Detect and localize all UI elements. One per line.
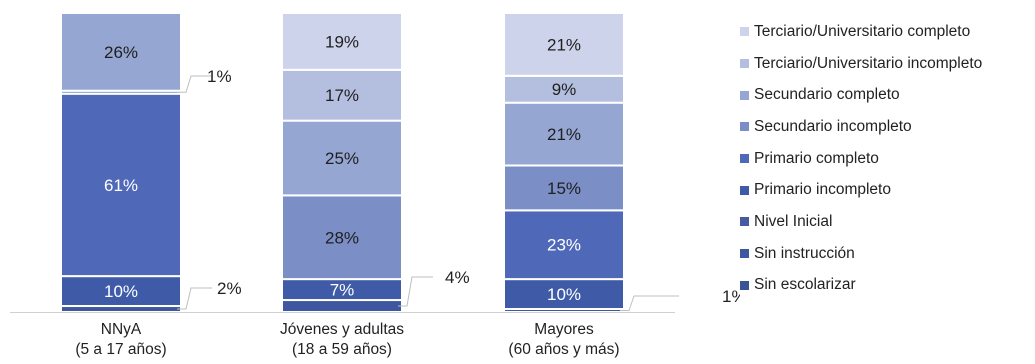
category-label: (60 años y más) [508,341,619,358]
legend-swatch [740,280,749,290]
chart-legend: Terciario/Universitario completo Terciari… [740,16,982,301]
legend-label: Terciario/Universitario incompleto [754,54,983,72]
data-label: 4% [445,268,470,287]
legend-item-secundario-completo: Secundario completo [740,79,982,111]
data-label: 1% [722,287,740,306]
category-label: Mayores [534,321,594,338]
data-label: 19% [325,32,359,51]
legend-item-secundario-incompleto: Secundario incompleto [740,111,982,143]
data-label: 15% [547,179,581,198]
legend-label: Secundario incompleto [754,117,912,135]
callout-leader-line [398,276,433,307]
legend-label: Terciario/Universitario completo [754,22,971,40]
legend-item-terciario-universitario-completo: Terciario/Universitario completo [740,16,982,48]
data-label: 10% [547,285,581,304]
data-label: 61% [104,176,138,195]
legend-swatch [740,122,749,132]
category-label: Jóvenes y adultas [280,321,404,338]
callout-leader-line [620,295,679,312]
legend-label: Primario incompleto [754,181,891,199]
callout-leader-line [177,75,212,93]
legend-swatch [740,59,749,69]
data-label: 21% [547,125,581,144]
bar-segment-secundario-completo [60,12,182,92]
bar-segment-secundario-completo [281,119,403,197]
legend-item-primario-incompleto: Primario incompleto [740,174,982,206]
legend-item-sin-escolarizar: Sin escolarizar [740,270,982,302]
data-label: 1% [207,67,232,86]
legend-swatch [740,27,749,37]
bar-segment-terciario-universitario-completo [281,12,403,71]
legend-item-terciario-universitario-incompleto: Terciario/Universitario incompleto [740,48,982,80]
bar-segment-secundario-incompleto [281,194,403,281]
data-label: 2% [217,279,242,298]
bar-segment-secundario-incompleto [503,164,625,212]
legend-item-nivel-inicial: Nivel Inicial [740,206,982,238]
bar-segment-primario-completo [60,92,182,278]
data-label: 7% [330,281,355,300]
bar-segment-sin-instruccion [281,299,403,314]
category-label: NNyA [101,321,142,338]
data-label: 9% [552,80,577,99]
legend-item-sin-instruccion: Sin instrucción [740,238,982,270]
data-label: 25% [325,149,359,168]
legend-swatch [740,90,749,100]
callout-leader-line [177,287,212,310]
bar-segment-primario-incompleto [503,278,625,311]
bar-segment-terciario-universitario-completo [503,12,625,77]
legend-swatch [740,217,749,227]
bar-segment-terciario-universitario-incompleto [503,74,625,104]
legend-label: Nivel Inicial [754,212,833,230]
legend-swatch [740,185,749,195]
legend-label: Sin escolarizar [754,276,856,294]
legend-swatch [740,249,749,259]
bar-segment-primario-completo [503,209,625,281]
data-label: 10% [104,282,138,301]
category-label: (18 a 59 años) [292,341,392,358]
legend-label: Secundario completo [754,86,900,104]
legend-label: Primario completo [754,149,879,167]
data-label: 23% [547,236,581,255]
legend-item-primario-completo: Primario completo [740,143,982,175]
data-label: 28% [325,228,359,247]
category-label: (5 a 17 años) [75,341,166,358]
data-label: 17% [325,86,359,105]
bar-segment-terciario-universitario-incompleto [281,68,403,122]
data-label: 21% [547,35,581,54]
legend-label: Sin instrucción [754,244,855,262]
data-label: 26% [104,43,138,62]
stacked-bar-chart: 2% 10% 61% 1% 26% NNyA (5 a 17 años) 4% 7% 28% 25%… [10,12,740,358]
legend-swatch [740,154,749,164]
